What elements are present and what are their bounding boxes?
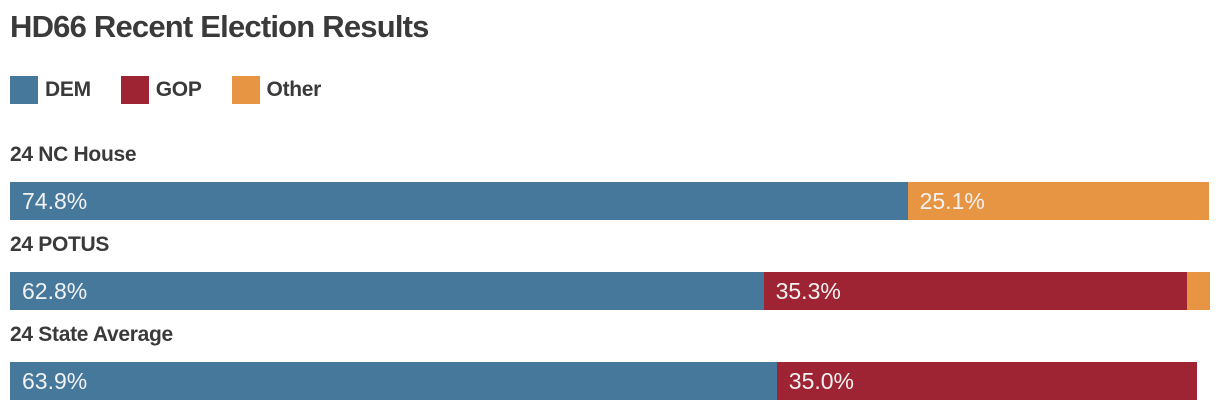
segment-value-label: 25.1%: [919, 187, 985, 214]
row-label: 24 NC House: [10, 143, 137, 166]
legend-label-other: Other: [266, 78, 322, 101]
bar-segment-dem: 63.9%: [10, 362, 777, 400]
chart-row: 24 POTUS 62.8% 35.3%: [10, 234, 1210, 310]
chart-row: 24 State Average 63.9% 35.0%: [10, 324, 1210, 400]
bar-track: 62.8% 35.3%: [10, 272, 1210, 310]
row-label: 24 POTUS: [10, 233, 110, 256]
segment-value-label: 74.8%: [22, 187, 88, 214]
row-label: 24 State Average: [10, 323, 173, 346]
bar-track: 74.8% 25.1%: [10, 182, 1210, 220]
segment-value-label: 63.9%: [22, 367, 88, 394]
segment-value-label: 35.0%: [788, 367, 855, 394]
legend-label-gop: GOP: [155, 78, 202, 101]
legend-item-dem: DEM: [10, 76, 91, 104]
gop-swatch-icon: [120, 76, 149, 104]
chart-rows: 24 NC House 74.8% 25.1% 24 POTUS 62.8% 35.3% 2…: [10, 144, 1210, 400]
bar-segment-gop: 35.0%: [776, 362, 1197, 400]
legend-item-gop: GOP: [120, 76, 202, 104]
segment-value-label: 35.3%: [775, 277, 841, 304]
legend: DEM GOP Other: [10, 76, 1210, 104]
other-swatch-icon: [231, 76, 260, 104]
segment-value-label: 62.8%: [22, 277, 88, 304]
legend-item-other: Other: [231, 76, 322, 104]
bar-segment-other: 25.1%: [907, 182, 1209, 220]
bar-segment-dem: 74.8%: [10, 182, 908, 220]
chart-title: HD66 Recent Election Results: [10, 9, 429, 44]
dem-swatch-icon: [10, 76, 38, 104]
bar-segment-gop: 35.3%: [763, 272, 1188, 310]
bar-segment-dem: 62.8%: [10, 272, 764, 310]
chart-row: 24 NC House 74.8% 25.1%: [10, 144, 1210, 220]
bar-segment-other: [1187, 272, 1210, 310]
bar-track: 63.9% 35.0%: [10, 362, 1210, 400]
legend-label-dem: DEM: [45, 78, 91, 101]
